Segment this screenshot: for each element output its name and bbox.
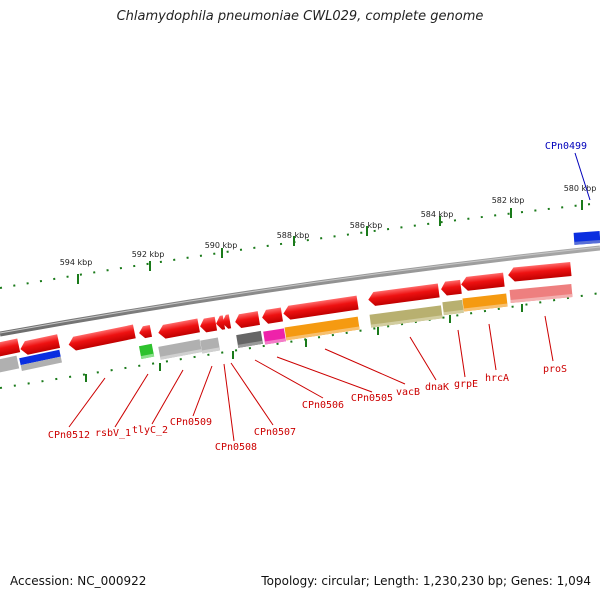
tick-label-594: 594 kbp	[60, 258, 93, 267]
gene-arrow-CPn0507	[222, 314, 232, 329]
accession-text: Accession: NC_000922	[10, 574, 147, 588]
gene-arrow-tlyC_2	[158, 318, 200, 339]
label-CPn0499: CPn0499	[545, 141, 587, 152]
leader-vacB	[324, 348, 406, 385]
gene-arrow-proS	[508, 262, 572, 282]
feature-track	[0, 284, 573, 374]
feature-gray-1	[200, 337, 221, 354]
label-CPn0512: CPn0512	[48, 430, 90, 441]
gene-arrow-grpE	[441, 279, 462, 296]
genome-backbone	[0, 245, 600, 337]
feature-pink	[509, 284, 573, 303]
leader-CPn0505	[276, 356, 373, 393]
leader-dnaK	[409, 336, 437, 381]
leader-lines	[68, 315, 554, 442]
leader-rsbV_1	[114, 373, 149, 428]
label-hrcA: hrcA	[485, 373, 509, 384]
gene-arrow-dnaK	[368, 283, 440, 306]
gene-arrow-vacB	[283, 295, 359, 320]
label-vacB: vacB	[396, 387, 420, 398]
kbp-labels: 580 kbp 582 kbp 584 kbp 586 kbp 588 kbp …	[60, 184, 597, 267]
genome-backbone-highlight	[0, 246, 600, 334]
leader-grpE	[457, 329, 466, 378]
gene-arrow-left-1	[20, 334, 61, 355]
feature-green	[138, 343, 155, 360]
leader-CPn0509	[192, 365, 213, 417]
label-CPn0506: CPn0506	[302, 400, 344, 411]
label-dnaK: dnaK	[425, 382, 449, 393]
gene-arrow-CPn0508	[216, 315, 226, 330]
tick-label-584: 584 kbp	[421, 210, 454, 219]
feature-orange-1	[462, 293, 508, 312]
gene-arrow-CPn0512	[68, 324, 136, 351]
feature-gray-2	[158, 339, 202, 360]
map-title: Chlamydophila pneumoniae CWL029, complet…	[116, 9, 484, 24]
gene-arrow-rsbV_1	[139, 324, 153, 339]
tick-label-588: 588 kbp	[277, 231, 310, 240]
gene-arrow-CPn0509	[200, 316, 218, 333]
leader-CPn0507	[230, 362, 274, 426]
label-proS: proS	[543, 364, 567, 375]
tick-label-592: 592 kbp	[132, 250, 165, 259]
leader-CPn0512	[68, 377, 106, 428]
feature-dark-gray	[236, 330, 263, 348]
topology-text: Topology: circular; Length: 1,230,230 bp…	[261, 574, 591, 588]
inner-ticks	[0, 292, 600, 389]
feature-magenta	[263, 328, 286, 345]
label-grpE: grpE	[454, 379, 478, 390]
genes-reverse	[0, 262, 572, 358]
gene-arrow-left-2	[0, 338, 21, 358]
feature-blue-inner	[19, 349, 62, 372]
feature-olive-1	[442, 299, 464, 316]
label-rsbV_1: rsbV_1	[95, 428, 131, 439]
inner-tick-row	[0, 292, 600, 389]
tick-label-586: 586 kbp	[350, 221, 383, 230]
feature-orange-2	[284, 316, 360, 341]
feature-olive-2	[369, 305, 443, 328]
tick-label-582: 582 kbp	[492, 196, 525, 205]
label-CPn0508: CPn0508	[215, 442, 257, 453]
leader-CPn0508	[223, 363, 235, 442]
label-CPn0505: CPn0505	[351, 393, 393, 404]
label-CPn0509: CPn0509	[170, 417, 212, 428]
leader-CPn0506	[254, 359, 324, 399]
tick-label-580: 580 kbp	[564, 184, 597, 193]
gene-arrow-hrcA	[461, 272, 505, 291]
outer-tick-row	[0, 200, 600, 289]
label-CPn0507: CPn0507	[254, 427, 296, 438]
leader-CPn0499	[574, 152, 591, 201]
leader-proS	[544, 315, 554, 362]
gene-arrow-CPn0506	[235, 311, 260, 329]
leader-hrcA	[488, 323, 497, 371]
gene-labels: CPn0512 rsbV_1 tlyC_2 CPn0509 CPn0508 CP…	[48, 141, 587, 453]
feature-blue-outer	[573, 231, 600, 245]
leader-tlyC_2	[151, 369, 184, 425]
feature-gray-left	[0, 355, 20, 374]
tick-label-590: 590 kbp	[205, 241, 238, 250]
gene-arrow-CPn0505	[262, 307, 283, 324]
label-tlyC_2: tlyC_2	[132, 425, 168, 436]
